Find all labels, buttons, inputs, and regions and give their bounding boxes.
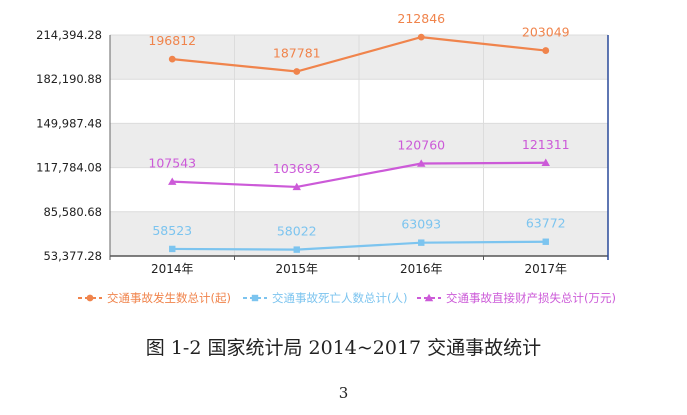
data-label: 63093 bbox=[401, 217, 441, 232]
data-label: 203049 bbox=[522, 25, 570, 40]
data-point bbox=[417, 33, 425, 41]
data-label: 107543 bbox=[148, 156, 196, 171]
x-tick-label: 2015年 bbox=[275, 262, 318, 276]
line-chart: 53,377.28 85,580.68 117,784.08 149,987.48 18… bbox=[36, 11, 616, 305]
data-point bbox=[293, 68, 301, 75]
data-label: 63772 bbox=[526, 216, 566, 231]
data-label: 196812 bbox=[148, 33, 196, 48]
series-line bbox=[172, 161, 546, 189]
y-axis-tick-labels: 53,377.28 85,580.68 117,784.08 149,987.48 18… bbox=[36, 28, 102, 263]
series-line bbox=[172, 240, 546, 251]
series-2: 58523 58022 63093 63772 bbox=[152, 216, 566, 253]
legend-item-2[interactable]: 交通事故死亡人数总计(人) bbox=[243, 291, 407, 305]
data-label: 58523 bbox=[152, 223, 192, 238]
series-3: 107543 103692 120760 121311 bbox=[148, 137, 570, 191]
y-tick-label: 149,987.48 bbox=[36, 116, 102, 130]
data-point bbox=[169, 245, 176, 253]
data-point bbox=[541, 158, 550, 166]
data-point bbox=[417, 159, 426, 167]
y-tick-label: 117,784.08 bbox=[36, 161, 102, 175]
data-point bbox=[542, 238, 549, 245]
legend-marker bbox=[251, 294, 259, 302]
y-tick-label: 214,394.28 bbox=[36, 28, 102, 42]
data-point bbox=[418, 239, 425, 246]
legend-label: 交通事故发生数总计(起) bbox=[107, 291, 231, 305]
data-point bbox=[292, 182, 301, 191]
x-axis-tick-labels: 2014年 2015年 2016年 2017年 bbox=[151, 262, 567, 276]
legend-item-1[interactable]: 交通事故发生数总计(起) bbox=[78, 291, 231, 305]
series-1: 196812 187781 212846 203049 bbox=[148, 11, 570, 75]
legend-label: 交通事故死亡人数总计(人) bbox=[272, 291, 407, 305]
data-label: 187781 bbox=[273, 46, 321, 61]
data-point bbox=[293, 246, 300, 253]
figure-caption: 图 1-2 国家统计局 2014~2017 交通事故统计 bbox=[145, 337, 542, 359]
data-label: 212846 bbox=[397, 11, 445, 26]
data-label: 103692 bbox=[273, 161, 321, 176]
data-label: 120760 bbox=[397, 138, 445, 153]
y-tick-label: 182,190.88 bbox=[36, 72, 102, 86]
x-tick-label: 2014年 bbox=[151, 262, 194, 276]
legend[interactable]: 交通事故发生数总计(起) 交通事故死亡人数总计(人) 交通事故直接财产损失总计(万元… bbox=[78, 291, 616, 305]
series-lines: 196812 187781 212846 203049 58523 58022 63093 6… bbox=[148, 11, 570, 253]
page-number: 3 bbox=[338, 384, 349, 402]
data-label: 121311 bbox=[522, 137, 570, 152]
axes bbox=[109, 35, 609, 260]
data-point bbox=[542, 47, 550, 54]
y-tick-label: 85,580.68 bbox=[43, 205, 102, 219]
y-tick-label: 53,377.28 bbox=[43, 249, 102, 263]
data-point bbox=[168, 55, 176, 63]
data-label: 58022 bbox=[277, 224, 317, 239]
x-tick-label: 2017年 bbox=[524, 262, 567, 276]
legend-marker bbox=[86, 294, 94, 302]
x-tick-label: 2016年 bbox=[400, 262, 443, 276]
legend-label: 交通事故直接财产损失总计(万元) bbox=[446, 291, 616, 305]
data-point bbox=[168, 177, 177, 185]
legend-item-3[interactable]: 交通事故直接财产损失总计(万元) bbox=[417, 291, 616, 305]
legend-marker bbox=[424, 293, 434, 302]
series-line bbox=[172, 36, 546, 73]
